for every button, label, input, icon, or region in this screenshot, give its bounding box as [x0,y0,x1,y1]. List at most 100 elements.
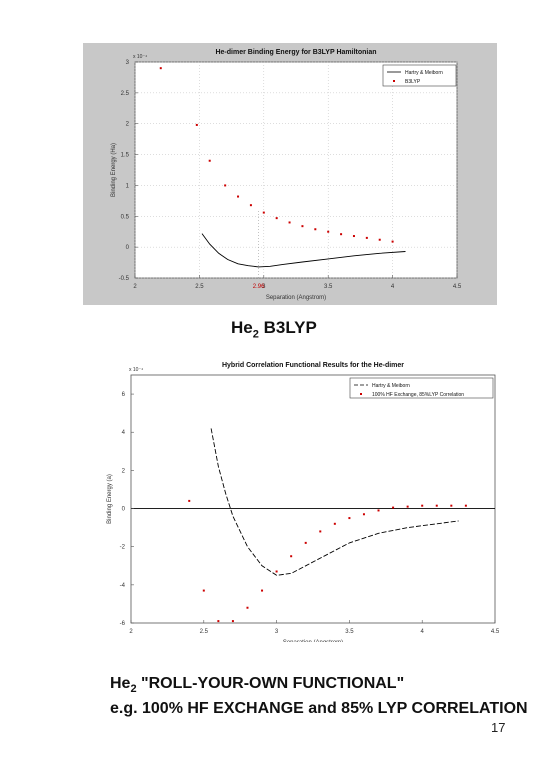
y-tick-label: 0.5 [121,214,130,220]
legend-box [349,377,494,399]
legend-label: B3LYP [405,79,421,85]
data-point [188,499,191,502]
legend-label: Hartry & Meiborn [405,70,443,76]
caption2-line1: He2 "ROLL-YOUR-OWN FUNCTIONAL" [110,674,528,699]
data-point [450,504,453,507]
caption2-subscript: 2 [130,683,137,696]
data-point [421,504,424,507]
x-tick-label: 4 [391,284,395,290]
y-tick-label: 0 [126,245,130,251]
data-point [314,228,317,231]
caption2-line2: e.g. 100% HF EXCHANGE and 85% LYP CORREL… [110,700,528,718]
legend-label: Hartry & Meiborn [372,383,410,389]
data-point [333,522,336,525]
data-point [224,184,227,187]
data-point [340,233,343,236]
data-point [406,505,409,508]
x-tick-label: 3 [275,629,279,635]
data-point [262,211,265,214]
y-tick-label: 2 [126,122,130,128]
chart-title: He-dimer Binding Energy for B3LYP Hamilt… [215,49,376,56]
x-tick-label: 2.5 [200,629,209,635]
data-point [275,570,278,573]
data-point [288,221,291,224]
y-tick-label: -2 [120,545,126,551]
data-point [435,504,438,507]
binding-energy-b3lyp-chart: 2 2.5 3 3.5 4 4.5-0.500.511.522.53x 10⁻⁴He-di… [111,49,462,301]
y-axis-label: Binding Energy (a) [107,474,113,524]
caption2-line1-suffix: "ROLL-YOUR-OWN FUNCTIONAL" [136,675,405,692]
y-tick-label: 4 [122,430,126,436]
data-point [231,620,234,623]
caption1-subscript: 2 [252,328,259,341]
data-point [290,555,293,558]
x-tick-label: 4.5 [453,284,462,290]
y-tick-label: 2.5 [121,91,130,97]
y-tick-label: 6 [122,392,126,398]
legend-box [382,64,457,87]
plot-area [130,374,496,624]
x-axis-label: Separation (Angstrom) [283,640,343,642]
x-tick-label: 4 [421,629,425,635]
data-point [202,589,205,592]
data-point [378,238,381,241]
data-point [392,506,395,509]
chart-title: Hybrid Correlation Functional Results fo… [222,362,404,369]
data-point [304,541,307,544]
separation-annotation: 2.96 [253,284,265,290]
x-tick-label: 2 [129,629,133,635]
binding-energy-b3lyp-figure: 2 2.5 3 3.5 4 4.5 -0.5 0 0.5 1 1.5 2 2.5 3 x 10⁻⁴ He-di… [83,43,497,305]
data-point [352,235,355,238]
x-tick-label: 2 [133,284,137,290]
y-tick-label: 1 [126,183,130,189]
data-point [319,530,322,533]
y-tick-label: 1.5 [121,153,130,159]
caption-roll-your-own: He2 "ROLL-YOUR-OWN FUNCTIONAL" e.g. 100%… [110,674,528,719]
data-point [391,240,394,243]
y-tick-label: 0 [122,507,126,513]
y-exponent-label: x 10⁻⁴ [129,367,143,373]
data-point [275,217,278,220]
y-tick-label: 3 [126,60,130,66]
hybrid-correlation-chart: 2 2.5 3 3.5 4 4.5 -6 -4 -2 0 2 4 6 x 10⁻⁴ Hybrid Corre… [107,362,500,642]
y-tick-label: -0.5 [119,276,130,282]
y-tick-label: -6 [120,621,126,627]
data-point [249,204,252,207]
caption-b3lyp: He2 B3LYP [231,318,317,340]
data-point [377,509,380,512]
data-point [208,159,211,162]
caption1-suffix: B3LYP [258,318,317,337]
plot-area [134,61,458,279]
series-line [201,233,406,268]
data-point [195,123,198,126]
series-line [210,428,459,576]
x-tick-label: 3 [262,284,266,290]
data-point [348,517,351,520]
data-point [464,504,467,507]
y-tick-label: 2 [122,468,126,474]
y-exponent-label: x 10⁻⁴ [133,54,147,60]
y-tick-label: -4 [120,583,126,589]
data-point [362,513,365,516]
data-point [327,230,330,233]
x-tick-label: 2.5 [195,284,204,290]
x-tick-label: 3.5 [324,284,333,290]
data-point [246,606,249,609]
data-point [237,195,240,198]
x-tick-label: 4.5 [491,629,500,635]
hybrid-correlation-figure: 2 2.5 3 3.5 4 4.5 -6 -4 -2 0 2 4 6 x 10⁻⁴ Hybrid Corre… [98,352,511,642]
caption1-prefix: He [231,318,253,337]
page-number: 17 [491,720,506,735]
data-point [159,67,162,70]
legend-marker [360,393,362,395]
legend-marker [393,80,395,82]
data-point [217,620,220,623]
data-point [261,589,264,592]
caption2-prefix: He [110,675,131,692]
y-axis-label: Binding Energy (Ha) [111,143,117,197]
data-point [365,236,368,239]
legend-label: 100% HF Exchange, 85%LYP Correlation [372,392,464,398]
x-tick-label: 3.5 [345,629,354,635]
x-axis-label: Separation (Angstrom) [266,295,326,301]
data-point [301,225,304,228]
